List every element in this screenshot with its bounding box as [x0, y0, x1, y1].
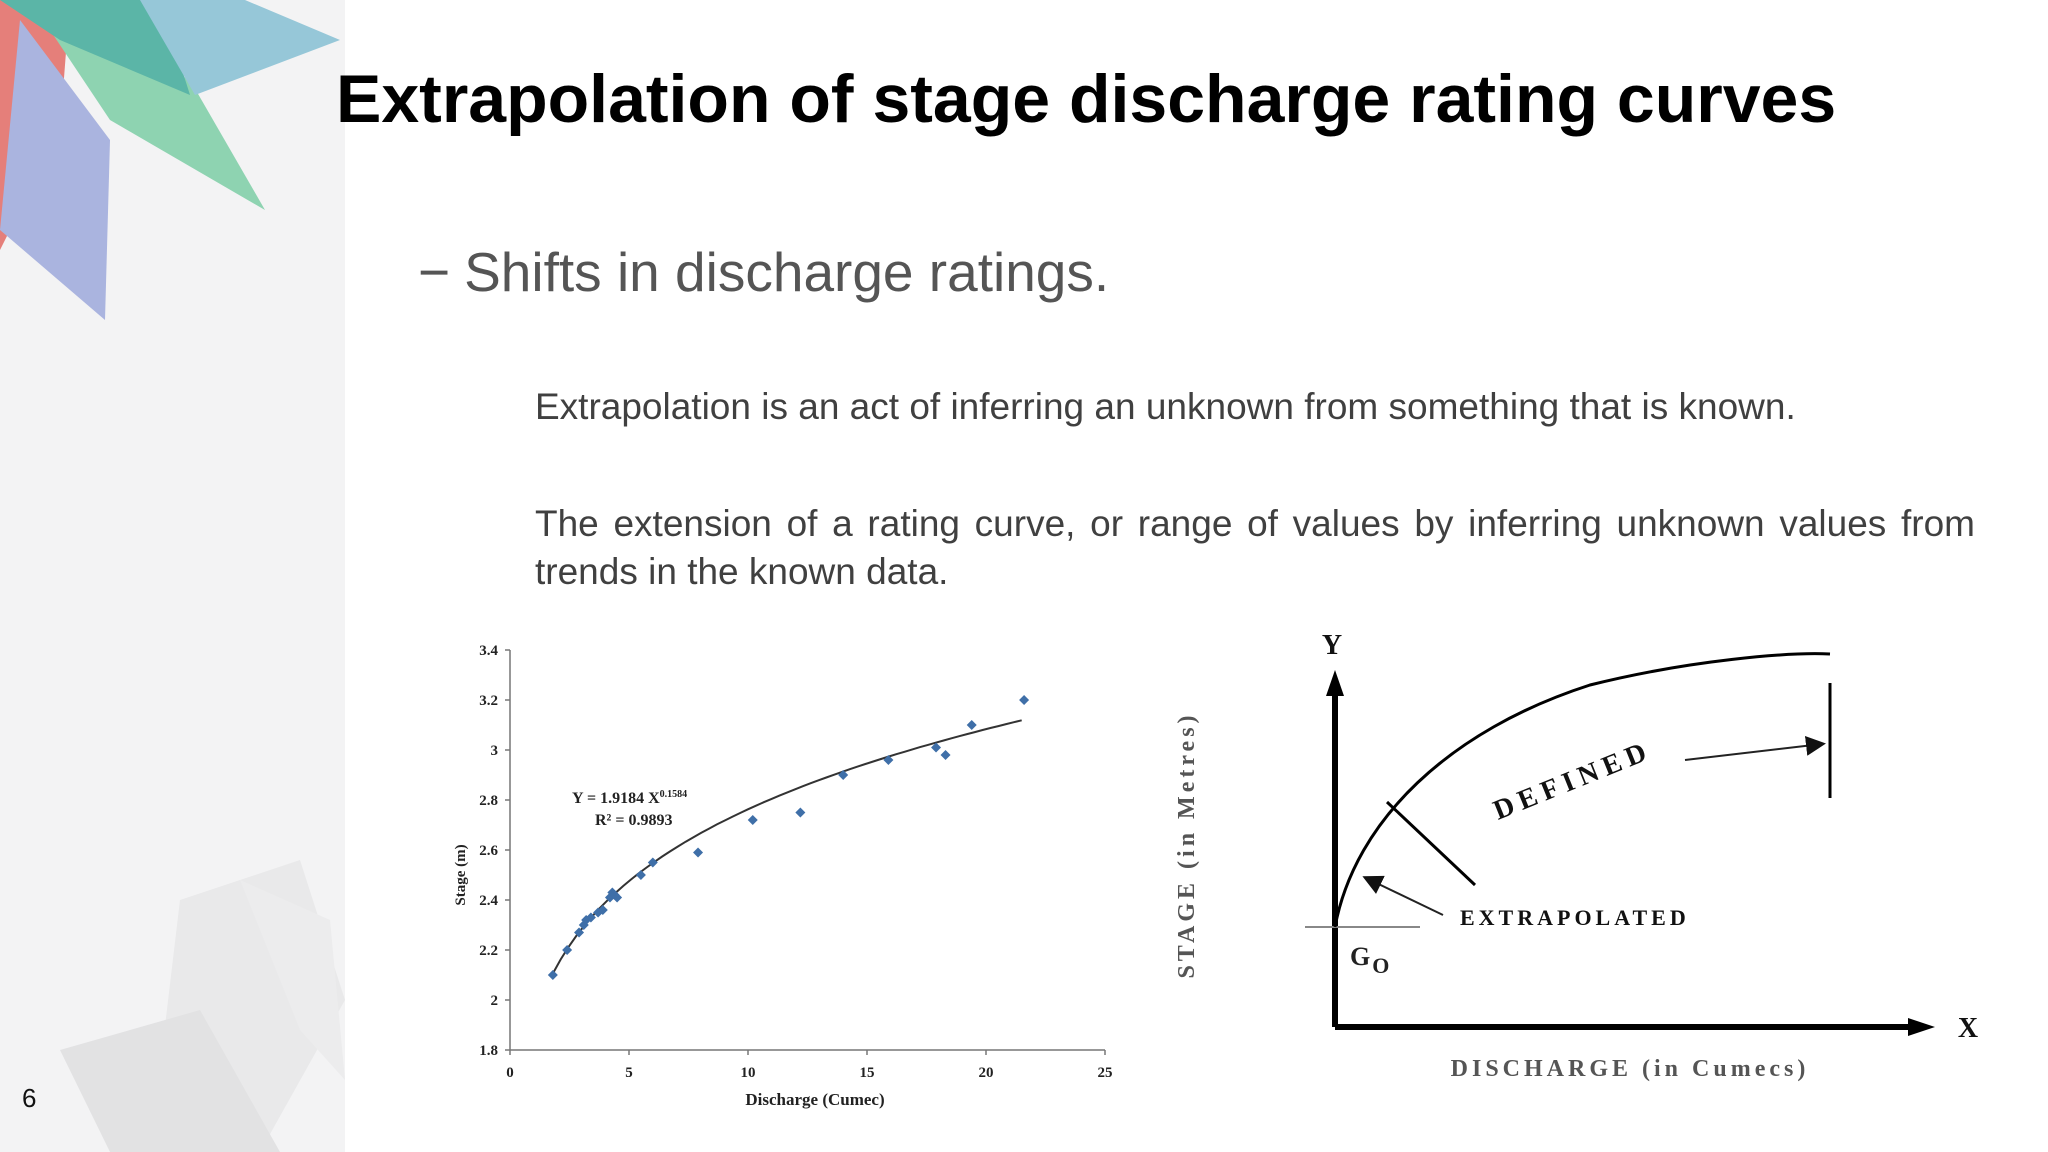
data-point — [931, 742, 942, 753]
y-tick-label: 3.4 — [479, 643, 498, 659]
data-point — [581, 915, 592, 925]
data-point — [612, 892, 623, 903]
bullet-dash: − — [418, 241, 451, 303]
decorative-leaf-shapes — [0, 0, 345, 1152]
y-tick-label: 2 — [491, 993, 499, 1009]
data-point — [635, 870, 646, 880]
deco-shape-green — [30, 0, 265, 210]
data-point — [747, 815, 758, 825]
y-tick-label: 1.8 — [479, 1043, 498, 1059]
data-point — [578, 920, 589, 930]
defined-arrow — [1684, 735, 1826, 761]
rating-curve — [1333, 652, 1831, 928]
slide-title: Extrapolation of stage discharge rating … — [336, 61, 1837, 137]
x-tick-label: 5 — [625, 1065, 633, 1081]
y-tick-label: 2.6 — [479, 843, 498, 859]
scatter-axes — [509, 650, 1105, 1051]
scatter-points — [547, 695, 1030, 980]
stage-axis-title: STAGE (in Metres) — [1174, 711, 1200, 978]
data-point — [647, 857, 658, 868]
origin-label: GO — [1350, 942, 1389, 978]
x-tick-label: 20 — [979, 1065, 994, 1081]
r-squared-label: R² = 0.9893 — [595, 812, 672, 829]
scatter-ticks: 0 5 10 15 20 25 1.8 2 2.2 2.4 2.6 2.8 3 3.2 3.4 — [479, 643, 1112, 1081]
defined-label: DEFINED — [1489, 735, 1656, 827]
x-tick-label: 0 — [506, 1065, 514, 1081]
y-tick-label: 3 — [491, 743, 499, 759]
data-point — [547, 970, 558, 980]
data-point — [883, 755, 894, 765]
extrapolated-label: EXTRAPOLATED — [1460, 905, 1690, 930]
deco-shape-blue — [140, 0, 340, 95]
deco-shape-grey-2 — [60, 1010, 280, 1152]
extrapolation-limit-line — [1385, 800, 1477, 887]
deco-shape-teal — [0, 0, 190, 95]
data-point — [795, 807, 806, 818]
x-axis-arrow — [1908, 1018, 1935, 1036]
y-axis-arrow — [1326, 670, 1344, 696]
discharge-axis-title: DISCHARGE (in Cumecs) — [1451, 1056, 1810, 1082]
bullet-text: Shifts in discharge ratings. — [464, 241, 1110, 303]
data-point — [574, 927, 585, 938]
x-tick-label: 10 — [741, 1065, 756, 1081]
x-axis-letter: X — [1958, 1013, 1978, 1044]
deco-shape-grey-3 — [240, 880, 345, 1080]
y-axis-title: Stage (m) — [453, 844, 469, 905]
data-point — [693, 847, 704, 858]
data-point — [604, 892, 615, 903]
deco-shape-lavender — [0, 20, 110, 320]
y-tick-label: 3.2 — [479, 693, 498, 709]
y-tick-label: 2.2 — [479, 943, 498, 959]
bullet-item: − Shifts in discharge ratings. — [418, 240, 1109, 304]
y-axis-letter: Y — [1322, 630, 1342, 661]
equation-label: Y = 1.9184 X0.1584 — [572, 789, 687, 807]
data-point — [1019, 695, 1030, 705]
data-point — [597, 905, 608, 915]
paragraph-extension: The extension of a rating curve, or rang… — [535, 503, 1975, 592]
trendline — [551, 719, 1022, 975]
x-tick-label: 25 — [1098, 1065, 1113, 1081]
data-point — [585, 912, 596, 923]
x-tick-label: 15 — [860, 1065, 875, 1081]
data-point — [966, 720, 977, 730]
rating-curve-schematic: Y X GO DEFINED EXTRAPOLATED STAGE (in Me… — [1174, 630, 1978, 1082]
data-point — [838, 770, 849, 780]
data-point — [562, 945, 573, 955]
scatter-chart: 0 5 10 15 20 25 1.8 2 2.2 2.4 2.6 2.8 3 3.2 3.4 Y = 1.… — [453, 643, 1113, 1109]
extrapolated-arrow — [1362, 875, 1444, 916]
y-tick-label: 2.4 — [479, 893, 498, 909]
data-point — [940, 750, 951, 760]
slide-number: 6 — [22, 1083, 37, 1113]
x-axis-title: Discharge (Cumec) — [745, 1090, 884, 1109]
y-tick-label: 2.8 — [479, 793, 498, 809]
paragraph-definition: Extrapolation is an act of inferring an … — [535, 386, 1796, 427]
